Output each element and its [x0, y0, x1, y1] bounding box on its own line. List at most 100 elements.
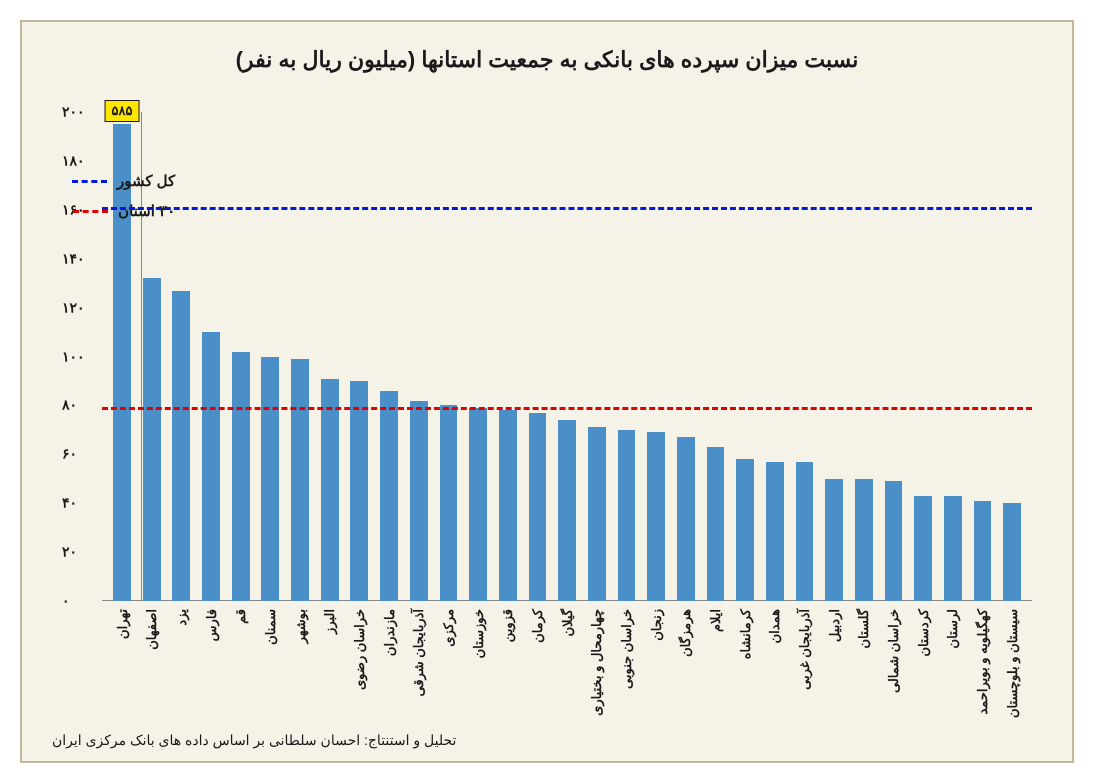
bar-wrap: قزوین — [493, 112, 523, 601]
legend-item: ۳۰ استان — [72, 202, 175, 220]
bar-wrap: گلستان — [849, 112, 879, 601]
bar-label: قزوین — [500, 609, 515, 642]
bar-wrap: کهگیلویه و بویراحمد — [968, 112, 998, 601]
bar-label: همدان — [767, 609, 782, 643]
y-tick: ۱۰۰ — [62, 348, 97, 365]
y-tick: ۲۰ — [62, 544, 97, 561]
bar-wrap: ایلام — [701, 112, 731, 601]
bar-label: بوشهر — [293, 609, 308, 643]
legend-label: ۳۰ استان — [118, 202, 175, 220]
bar-label: مازندران — [382, 609, 397, 656]
bar-label: اردبیل — [827, 609, 842, 642]
bar-wrap: البرز — [315, 112, 345, 601]
bar-wrap: سیستان و بلوچستان — [997, 112, 1027, 601]
bar-wrap: آذربایجان غربی — [790, 112, 820, 601]
bar-wrap: قم — [226, 112, 256, 601]
bar — [172, 291, 190, 602]
bar — [855, 479, 873, 601]
bar-label: سیستان و بلوچستان — [1005, 609, 1020, 718]
bar — [885, 481, 903, 601]
bar — [707, 447, 725, 601]
y-tick: ۸۰ — [62, 397, 97, 414]
source-note: تحلیل و استنتاج: احسان سلطانی بر اساس دا… — [52, 732, 456, 749]
bar-label: هرمزگان — [678, 609, 693, 657]
bar — [380, 391, 398, 601]
bar-label: فارس — [204, 609, 219, 641]
bar-label: مرکزی — [441, 609, 456, 647]
bar — [143, 278, 161, 601]
bar — [499, 410, 517, 601]
bar-wrap: خراسان رضوی — [345, 112, 375, 601]
bar-wrap: کردستان — [908, 112, 938, 601]
legend-item: کل کشور — [72, 172, 175, 190]
bar-wrap: مازندران — [374, 112, 404, 601]
bar-label: قم — [233, 609, 248, 624]
y-tick: ۱۸۰ — [62, 152, 97, 169]
bar — [944, 496, 962, 601]
legend: کل کشور ۳۰ استان — [72, 172, 175, 232]
bar-label: زنجان — [649, 609, 664, 641]
bar-wrap: آذربایجان شرقی — [404, 112, 434, 601]
bar-label: چهارمحال و بختیاری — [589, 609, 604, 716]
bar — [469, 408, 487, 601]
reference-line — [102, 407, 1032, 410]
bar-label: لرستان — [945, 609, 960, 648]
bar — [736, 459, 754, 601]
bar-wrap: بوشهر — [285, 112, 315, 601]
bar — [529, 413, 547, 601]
bar-label: آذربایجان غربی — [797, 609, 812, 690]
bar-wrap: هرمزگان — [671, 112, 701, 601]
bar-wrap: کرمان — [523, 112, 553, 601]
bar-wrap: لرستان — [938, 112, 968, 601]
y-tick: ۰ — [62, 593, 97, 610]
bar-wrap: فارس — [196, 112, 226, 601]
bar-label: البرز — [322, 609, 337, 634]
bar — [232, 352, 250, 601]
legend-dash-icon — [73, 210, 108, 213]
y-tick: ۶۰ — [62, 446, 97, 463]
bar-wrap: گیلان — [552, 112, 582, 601]
plot-area: ۵۸۵تهراناصفهانیزدفارسقمسمنانبوشهرالبرزخر… — [102, 112, 1032, 601]
bar-label: خراسان جنوبی — [619, 609, 634, 689]
bar-label: کرمان — [530, 609, 545, 643]
value-callout: ۵۸۵ — [105, 100, 140, 122]
bar-wrap: مرکزی — [434, 112, 464, 601]
bar — [291, 359, 309, 601]
bar — [647, 432, 665, 601]
bar-label: خوزستان — [471, 609, 486, 658]
bar — [350, 381, 368, 601]
bar-wrap: چهارمحال و بختیاری — [582, 112, 612, 601]
bar — [321, 379, 339, 601]
bar — [261, 357, 279, 602]
bar-label: کهگیلویه و بویراحمد — [975, 609, 990, 715]
bar-label: کردستان — [916, 609, 931, 656]
bar-wrap: خراسان جنوبی — [612, 112, 642, 601]
bar — [618, 430, 636, 601]
bar-label: یزد — [174, 609, 189, 626]
bar — [1003, 503, 1021, 601]
bar — [202, 332, 220, 601]
bar — [440, 405, 458, 601]
legend-dash-icon — [72, 180, 107, 183]
bar-label: خراسان رضوی — [352, 609, 367, 690]
bar-label: ایلام — [708, 609, 723, 632]
bar-wrap: سمنان — [256, 112, 286, 601]
bar-wrap: کرمانشاه — [730, 112, 760, 601]
y-tick: ۱۲۰ — [62, 299, 97, 316]
bars-container: ۵۸۵تهراناصفهانیزدفارسقمسمنانبوشهرالبرزخر… — [102, 112, 1032, 601]
bar-wrap: خراسان شمالی — [879, 112, 909, 601]
bar — [410, 401, 428, 601]
bar-label: گیلان — [560, 609, 575, 636]
bar — [588, 427, 606, 601]
bar-label: خراسان شمالی — [886, 609, 901, 693]
legend-label: کل کشور — [117, 172, 175, 190]
bar-label: آذربایجان شرقی — [411, 609, 426, 697]
bar — [558, 420, 576, 601]
bar-label: سمنان — [263, 609, 278, 645]
bar-wrap: همدان — [760, 112, 790, 601]
bar — [825, 479, 843, 601]
bar — [974, 501, 992, 601]
bar — [914, 496, 932, 601]
y-tick: ۱۴۰ — [62, 250, 97, 267]
chart-frame: نسبت میزان سپرده های بانکی به جمعیت استا… — [20, 20, 1074, 763]
